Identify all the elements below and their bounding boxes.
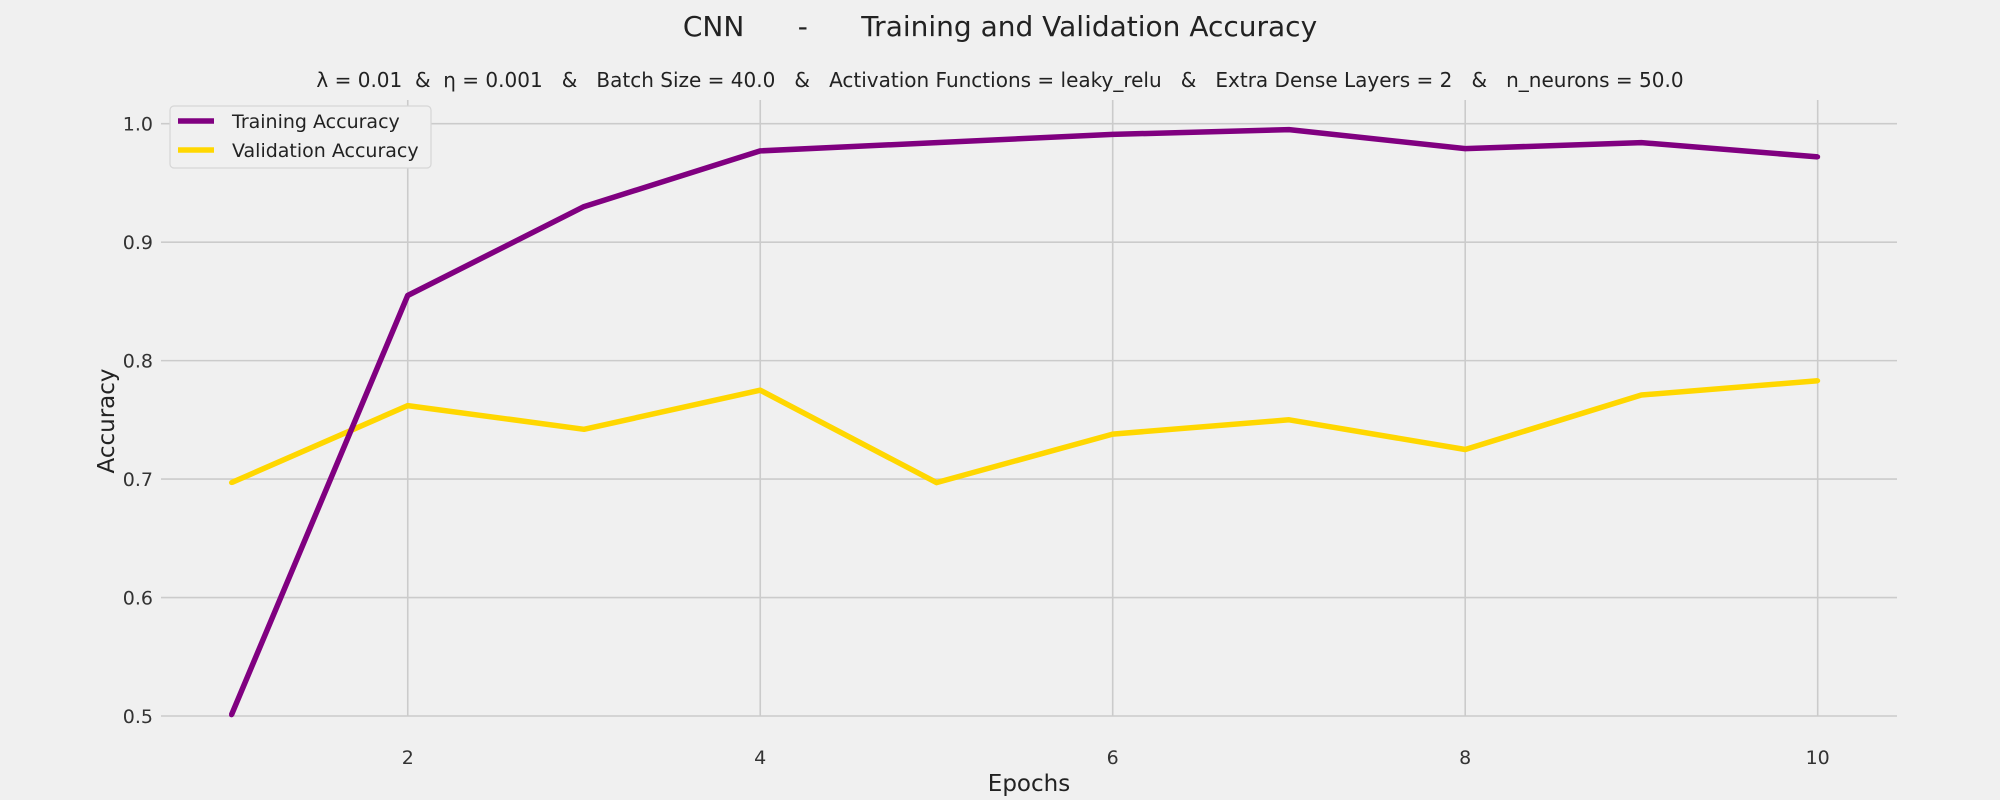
legend-box (169, 105, 432, 169)
x-axis-label: Epochs (988, 771, 1070, 797)
chart-subtitle: λ = 0.01 & η = 0.001 & Batch Size = 40.0… (316, 68, 1683, 92)
data-point (1462, 446, 1468, 452)
y-tick-label: 0.8 (123, 351, 153, 373)
x-tick-label: 2 (402, 747, 414, 769)
data-point (1462, 146, 1468, 152)
legend-label: Validation Accuracy (232, 140, 419, 162)
data-point (757, 148, 763, 154)
data-point (581, 204, 587, 210)
y-tick-label: 1.0 (123, 114, 153, 136)
y-tick-label: 0.5 (123, 706, 153, 728)
data-point (1110, 131, 1116, 137)
series-line (228, 126, 1818, 716)
data-point (581, 426, 587, 432)
data-point (933, 480, 939, 486)
data-point (1815, 378, 1821, 384)
series-1 (228, 378, 1821, 486)
data-point (933, 140, 939, 146)
legend: Training Accuracy Validation Accuracy (169, 105, 432, 169)
grid (161, 100, 1897, 717)
chart-title: CNN - Training and Validation Accuracy (683, 10, 1317, 43)
y-axis-label: Accuracy (94, 368, 120, 473)
data-point (1638, 140, 1644, 146)
data-point (228, 712, 234, 718)
legend-label: Training Accuracy (231, 111, 400, 133)
x-tick-label: 6 (1107, 747, 1119, 769)
y-tick-label: 0.9 (123, 232, 153, 254)
data-point (757, 387, 763, 393)
data-point (1638, 392, 1644, 398)
data-point (405, 403, 411, 409)
y-tick-label: 0.6 (123, 588, 153, 610)
tick-labels: 0.5 0.6 0.7 0.8 0.9 1.0 2 4 6 8 10 (123, 114, 1830, 769)
data-point (405, 292, 411, 298)
series-0 (228, 126, 1821, 718)
y-tick-label: 0.7 (123, 469, 153, 491)
x-tick-label: 8 (1459, 747, 1471, 769)
data-point (1286, 127, 1292, 133)
x-tick-label: 4 (754, 747, 766, 769)
data-point (228, 480, 234, 486)
data-point (1286, 417, 1292, 423)
data-point (1815, 154, 1821, 160)
data-point (1110, 431, 1116, 437)
x-tick-label: 10 (1806, 747, 1830, 769)
series-line (230, 378, 1818, 486)
series-group (228, 126, 1821, 718)
